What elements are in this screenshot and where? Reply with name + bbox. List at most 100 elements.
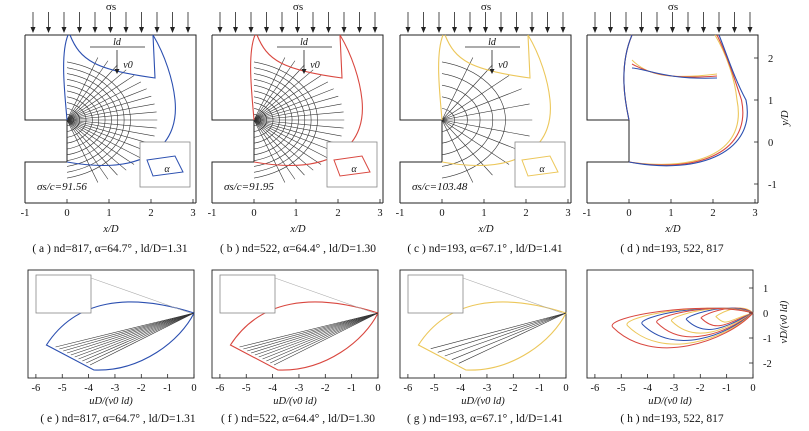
load-arrow-head — [670, 27, 675, 33]
panel-e: -6 -5 -4 -3 -2 -1 0 uD/(v0 ld) — [27, 269, 197, 407]
slip-line-mesh — [66, 57, 158, 183]
x-tick-label: -5 — [242, 383, 251, 394]
x-tick-label: 1 — [293, 208, 298, 219]
slip-line — [253, 57, 286, 121]
caption-b: ( b ) nd=522, α=64.4° , ld/D=1.30 — [220, 243, 376, 255]
caption-e: ( e ) nd=817, α=64.7° , ld/D=1.31 — [40, 413, 196, 425]
slip-arc — [253, 61, 318, 179]
domain-boundary — [399, 34, 572, 203]
inset-leader — [274, 277, 375, 314]
slip-line — [253, 119, 334, 152]
load-arrow-head — [529, 27, 535, 33]
slip-line — [66, 119, 142, 159]
y-tick-label: 0 — [763, 309, 768, 320]
x-tick-label: 0 — [191, 383, 196, 394]
slip-arc — [66, 96, 93, 144]
x-tick-label: 1 — [106, 208, 111, 219]
slip-line — [253, 103, 342, 121]
slip-arc — [253, 102, 274, 138]
ratio-label: σs/c=91.56 — [37, 181, 87, 193]
load-arrow-head — [92, 27, 98, 33]
plastic-zone-boundary — [438, 34, 551, 166]
panel-c: σs -1 0 1 2 3 x/D ld v0 α σs/c=103.48 — [396, 1, 572, 235]
domain-boundary — [24, 34, 197, 203]
slip-line — [441, 75, 510, 121]
load-label: σs — [668, 1, 678, 13]
load-arrow-head — [357, 27, 362, 33]
x-tick-label: 0 — [563, 383, 568, 394]
hodograph-line — [254, 312, 379, 356]
y-axis-label: y/D — [780, 110, 791, 127]
slip-arc — [253, 67, 312, 173]
y-tick-label: -1 — [768, 180, 777, 191]
v0-arrow-head — [301, 69, 307, 74]
load-label: σs — [481, 1, 491, 13]
slip-line — [253, 60, 296, 121]
load-arrow-head — [233, 27, 238, 33]
rigid-block-boundary — [69, 34, 156, 79]
load-arrow-head — [341, 27, 347, 33]
x-tick-label: -1 — [21, 208, 30, 219]
x-tick-label: -5 — [430, 383, 439, 394]
hodograph-nd — [611, 307, 754, 349]
plot-frame — [211, 269, 379, 379]
slip-line — [66, 57, 99, 121]
slip-arc — [66, 113, 74, 127]
caption-c: ( c ) nd=193, α=67.1° , ld/D=1.41 — [407, 243, 563, 255]
load-arrow-head — [498, 27, 504, 33]
hodograph-line — [437, 312, 567, 353]
inset-leader — [90, 277, 191, 314]
x-tick-label: -4 — [456, 383, 465, 394]
load-arrow-head — [170, 27, 175, 33]
hodograph-line — [74, 312, 195, 358]
panel-a: σs -1 0 1 2 3 x/D ld v0 α σs/c=91.56 — [21, 1, 197, 235]
x-axis-label: uD/(v0 ld) — [461, 396, 505, 407]
hodograph-line — [63, 312, 195, 352]
slip-line — [253, 64, 305, 121]
hodograph-line — [262, 312, 379, 360]
zoom-inset — [407, 274, 464, 314]
slip-line — [66, 119, 127, 171]
x-tick-label: 0 — [750, 383, 755, 394]
rigid-boundary-nd — [631, 59, 718, 77]
inset-leader — [462, 277, 563, 314]
load-arrow-head — [747, 27, 753, 33]
plastic-zone-boundary — [63, 34, 176, 166]
slip-line — [441, 57, 474, 121]
slip-arc — [253, 79, 299, 161]
slip-line — [66, 119, 118, 176]
x-tick-label: 0 — [626, 208, 631, 219]
slip-line — [66, 119, 157, 129]
slip-line — [441, 119, 522, 152]
x-tick-label: 2 — [523, 208, 528, 219]
slip-arc — [253, 96, 280, 144]
plot-frame — [399, 269, 567, 379]
ratio-label: σs/c=91.95 — [224, 181, 274, 193]
caption-g: ( g ) nd=193, α=67.1° , ld/D=1.41 — [407, 413, 563, 425]
x-axis-label: x/D — [477, 224, 494, 235]
slip-line — [253, 81, 329, 121]
load-arrow-head — [217, 27, 223, 33]
v0-label: v0 — [123, 60, 132, 71]
x-tick-label: -2 — [509, 383, 518, 394]
slip-line — [66, 69, 127, 121]
x-tick-label: -6 — [32, 383, 41, 394]
alpha-label: α — [539, 164, 545, 175]
slip-line — [66, 60, 109, 121]
load-arrow-head — [139, 27, 144, 33]
x-tick-label: 3 — [565, 208, 570, 219]
load-arrow-head — [154, 27, 160, 33]
x-tick-label: -1 — [163, 383, 172, 394]
load-arrow-head — [61, 27, 67, 33]
x-tick-label: 3 — [752, 208, 757, 219]
hodograph-line — [444, 312, 567, 357]
x-tick-label: -1 — [208, 208, 217, 219]
x-tick-label: 3 — [190, 208, 195, 219]
hodograph-line — [55, 312, 195, 348]
ratio-label: σs/c=103.48 — [412, 181, 468, 193]
load-arrow-head — [248, 27, 254, 33]
x-axis-label: x/D — [102, 224, 119, 235]
slip-arc — [253, 90, 286, 150]
x-tick-label: 0 — [251, 208, 256, 219]
